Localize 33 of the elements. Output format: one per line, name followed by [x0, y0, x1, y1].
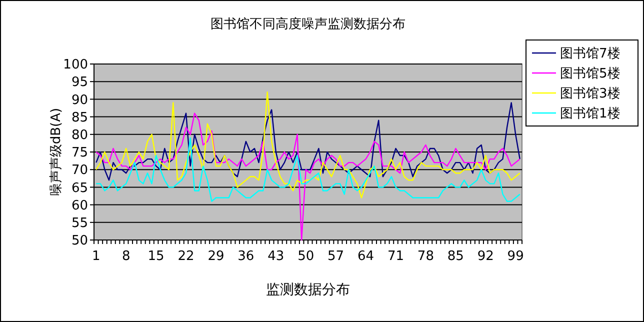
x-tick-label: 43	[268, 249, 284, 264]
x-tick-label: 85	[447, 249, 464, 264]
legend-label: 图书馆5楼	[560, 66, 620, 82]
y-tick-label: 70	[71, 163, 88, 178]
y-tick-label: 90	[71, 92, 88, 108]
y-axis-title: 噪声声级dB(A)	[49, 108, 64, 196]
x-tick-label: 29	[208, 249, 224, 264]
x-tick-label: 15	[148, 249, 164, 264]
x-tick-label: 71	[387, 249, 404, 264]
x-tick-label: 8	[122, 249, 130, 264]
x-tick-label: 99	[507, 249, 524, 264]
x-axis-title: 监测数据分布	[266, 282, 350, 298]
y-tick-label: 95	[71, 75, 88, 90]
y-tick-label: 85	[71, 110, 88, 126]
y-tick-label: 75	[71, 146, 88, 161]
x-tick-label: 78	[417, 249, 434, 264]
y-tick-label: 65	[71, 180, 88, 196]
y-tick-label: 100	[63, 58, 88, 73]
y-tick-label: 50	[71, 234, 88, 249]
legend-label: 图书馆7楼	[560, 46, 620, 62]
x-tick-label: 92	[477, 249, 494, 264]
chart-title: 图书馆不同高度噪声监测数据分布	[210, 16, 406, 32]
x-tick-label: 1	[92, 249, 100, 264]
x-tick-label: 22	[178, 249, 194, 264]
y-tick-label: 80	[71, 128, 88, 143]
y-tick-label: 55	[71, 216, 88, 231]
x-tick-label: 50	[298, 249, 314, 264]
x-tick-label: 64	[358, 249, 374, 264]
legend-label: 图书馆3楼	[560, 86, 620, 102]
legend-label: 图书馆1楼	[560, 106, 620, 122]
x-tick-label: 36	[238, 249, 254, 264]
y-tick-label: 60	[71, 198, 88, 214]
x-tick-label: 57	[328, 249, 344, 264]
